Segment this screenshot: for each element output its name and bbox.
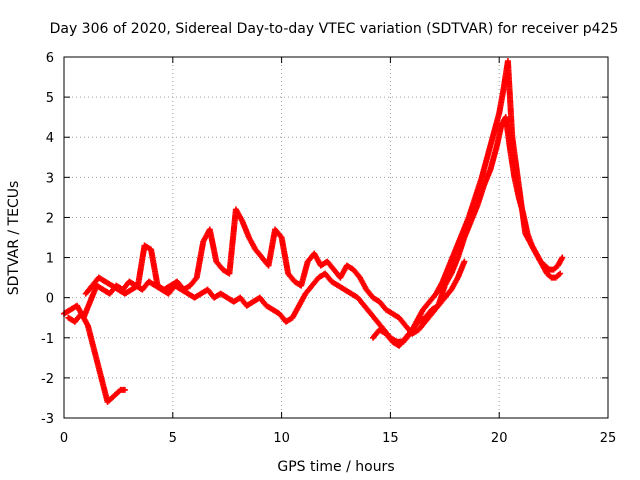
y-tick-label: 4 bbox=[46, 131, 54, 146]
x-tick-label: 25 bbox=[600, 431, 617, 446]
y-tick-label: 1 bbox=[46, 252, 54, 267]
plot-frame bbox=[63, 56, 609, 419]
y-tick-label: 2 bbox=[46, 211, 54, 226]
y-tick-label: -1 bbox=[41, 332, 54, 347]
y-tick-label: 5 bbox=[46, 91, 54, 106]
x-tick-label: 0 bbox=[60, 431, 68, 446]
ticks-layer: 0 5 10 15 20 25 -3 -2 -1 0 1 2 3 4 5 6 bbox=[41, 51, 616, 446]
y-tick-label: -3 bbox=[41, 412, 54, 427]
y-tick-label: 3 bbox=[46, 171, 54, 186]
x-tick-label: 15 bbox=[382, 431, 399, 446]
x-axis-title: GPS time / hours bbox=[277, 459, 394, 475]
x-tick-label: 10 bbox=[273, 431, 290, 446]
data-point bbox=[559, 254, 566, 261]
x-tick-label: 5 bbox=[169, 431, 177, 446]
chart-title: Day 306 of 2020, Sidereal Day-to-day VTE… bbox=[50, 21, 619, 37]
y-tick-label: 6 bbox=[46, 51, 54, 66]
y-tick-label: 0 bbox=[46, 292, 54, 307]
grid-layer bbox=[64, 57, 608, 418]
data-point bbox=[461, 258, 468, 265]
y-tick-label: -2 bbox=[41, 372, 54, 387]
x-tick-label: 20 bbox=[491, 431, 508, 446]
y-axis-title: SDTVAR / TECUs bbox=[6, 181, 22, 296]
data-point bbox=[121, 386, 128, 393]
data-point bbox=[557, 270, 564, 277]
points-layer bbox=[61, 58, 566, 405]
